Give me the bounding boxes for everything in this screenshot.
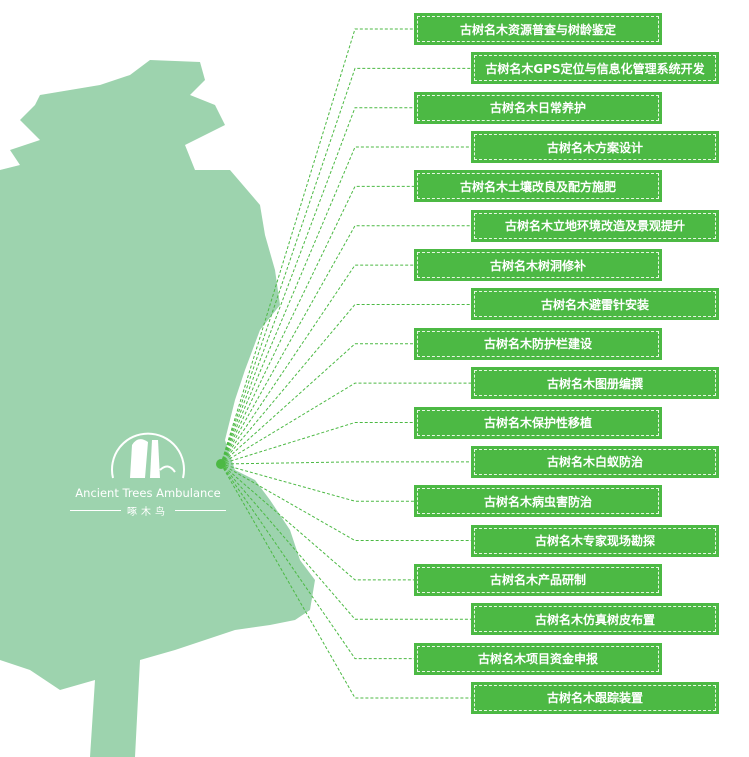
connector-line — [220, 463, 414, 502]
connector-line — [220, 463, 471, 542]
service-box: 古树名木保护性移植 — [414, 406, 662, 439]
service-label: 古树名木项目资金申报 — [417, 645, 659, 672]
divider — [175, 510, 226, 511]
logo-name-cn: 啄木鸟 — [127, 507, 169, 518]
service-label: 古树名木日常养护 — [417, 94, 659, 121]
service-label: 古树名木产品研制 — [417, 566, 659, 593]
connector-line — [220, 463, 414, 581]
connector-line — [220, 382, 471, 465]
service-box: 古树名木GPS定位与信息化管理系统开发 — [471, 52, 719, 85]
service-box: 古树名木方案设计 — [471, 131, 719, 164]
service-label: 古树名木病虫害防治 — [417, 488, 659, 515]
service-label: 古树名木土壤改良及配方施肥 — [417, 173, 659, 200]
service-label: 古树名木保护性移植 — [417, 409, 659, 436]
connector-line — [220, 28, 414, 465]
service-box: 古树名木白蚁防治 — [471, 445, 719, 478]
connector-line — [220, 225, 471, 465]
service-box: 古树名木日常养护 — [414, 91, 662, 124]
connector-line — [220, 461, 471, 465]
connector-line — [220, 463, 414, 660]
service-label: 古树名木方案设计 — [474, 134, 716, 161]
service-label: 古树名木GPS定位与信息化管理系统开发 — [474, 55, 716, 82]
service-box: 古树名木立地环境改造及景观提升 — [471, 209, 719, 242]
divider — [70, 510, 121, 511]
service-box: 古树名木图册编撰 — [471, 367, 719, 400]
connector-line — [220, 463, 471, 620]
logo-name-cn-row: 啄木鸟 — [70, 503, 226, 518]
connector-line — [220, 463, 471, 699]
origin-dot — [216, 459, 226, 469]
service-label: 古树名木图册编撰 — [474, 370, 716, 397]
connector-line — [220, 107, 414, 465]
connector-line — [220, 343, 414, 465]
service-box: 古树名木项目资金申报 — [414, 642, 662, 675]
service-label: 古树名木资源普查与树龄鉴定 — [417, 16, 659, 42]
service-label: 古树名木立地环境改造及景观提升 — [474, 212, 716, 239]
service-box: 古树名木病虫害防治 — [414, 485, 662, 518]
service-box: 古树名木避雷针安装 — [471, 288, 719, 321]
connector-line — [220, 67, 471, 465]
service-label: 古树名木白蚁防治 — [474, 448, 716, 475]
woodpecker-logo-icon — [111, 432, 185, 479]
service-box: 古树名木专家现场勘探 — [471, 524, 719, 557]
tree-silhouette — [0, 60, 315, 757]
service-box: 古树名木土壤改良及配方施肥 — [414, 170, 662, 203]
service-label: 古树名木仿真树皮布置 — [474, 606, 716, 633]
connector-line — [220, 185, 414, 465]
logo-name-en: Ancient Trees Ambulance — [75, 486, 221, 500]
connector-line — [220, 146, 471, 465]
service-label: 古树名木避雷针安装 — [474, 291, 716, 318]
service-label: 古树名木专家现场勘探 — [474, 527, 716, 554]
service-box: 古树名木产品研制 — [414, 563, 662, 596]
service-box: 古树名木防护栏建设 — [414, 327, 662, 360]
connector-line — [220, 303, 471, 465]
service-box: 古树名木跟踪装置 — [471, 681, 719, 714]
connector-lines — [220, 28, 471, 699]
service-label: 古树名木树洞修补 — [417, 252, 659, 279]
service-label: 古树名木防护栏建设 — [417, 330, 659, 357]
service-box: 古树名木资源普查与树龄鉴定 — [414, 13, 662, 45]
service-label: 古树名木跟踪装置 — [474, 684, 716, 711]
service-box: 古树名木仿真树皮布置 — [471, 603, 719, 636]
connector-line — [220, 422, 414, 465]
service-box: 古树名木树洞修补 — [414, 249, 662, 282]
